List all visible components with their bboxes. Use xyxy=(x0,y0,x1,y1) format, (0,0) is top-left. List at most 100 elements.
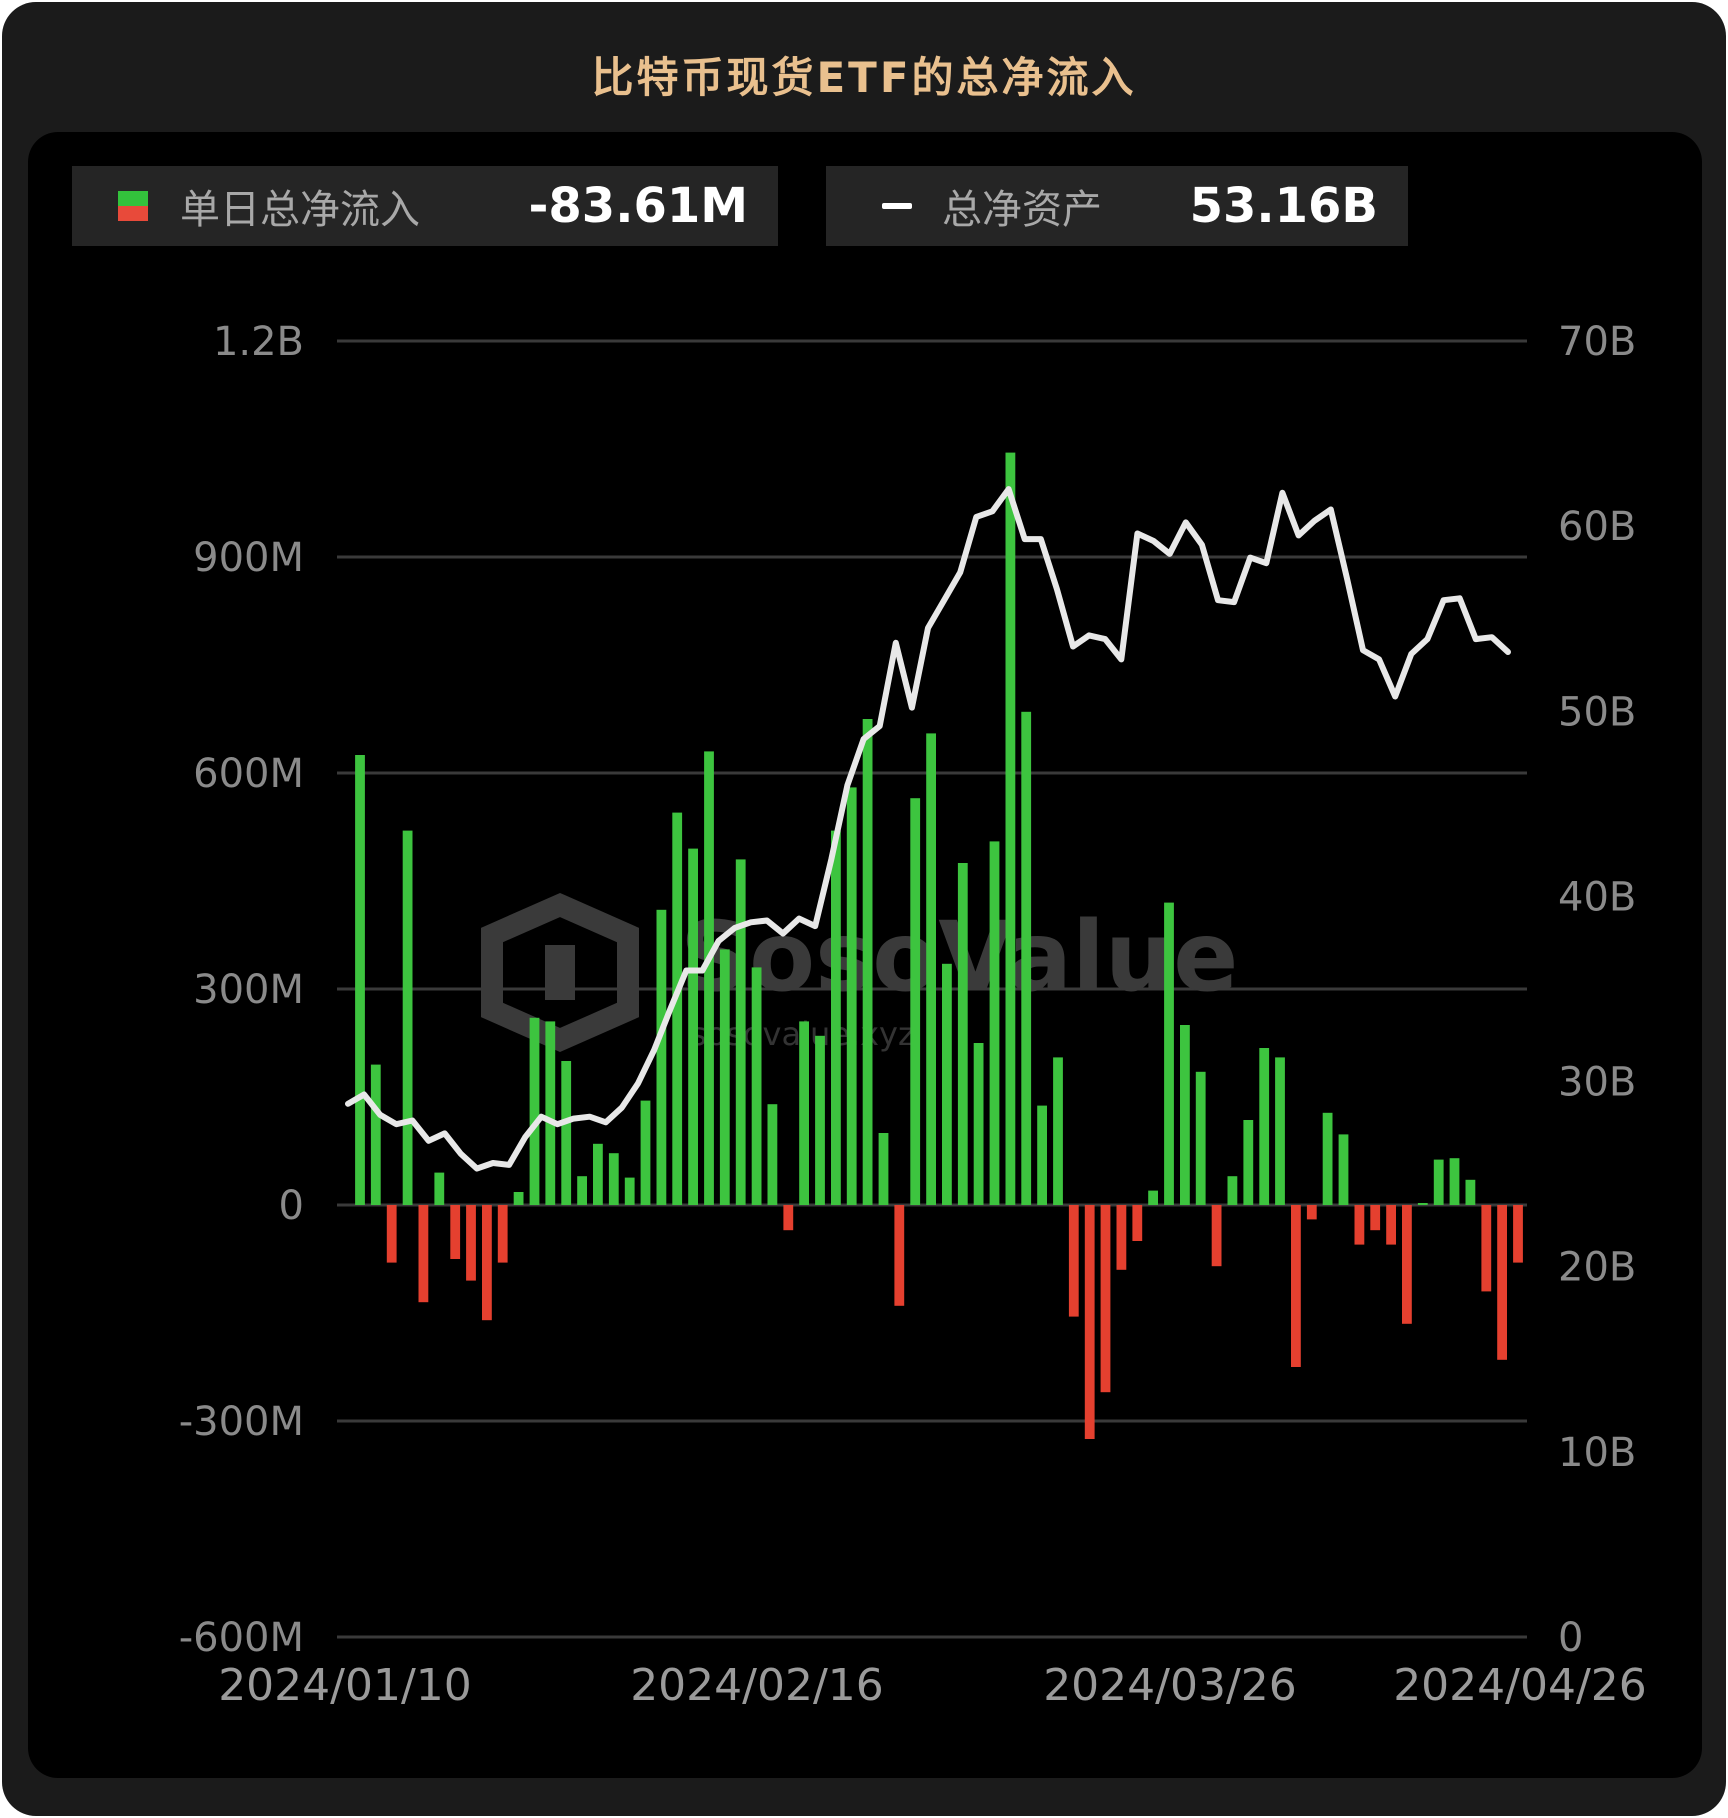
bar[interactable] xyxy=(1513,1205,1523,1263)
bar[interactable] xyxy=(799,1021,809,1205)
bar[interactable] xyxy=(957,863,968,1205)
bar[interactable] xyxy=(434,1172,445,1205)
bar[interactable] xyxy=(1433,1159,1444,1205)
bar[interactable] xyxy=(1084,1205,1095,1439)
bar[interactable] xyxy=(355,755,365,1205)
bar[interactable] xyxy=(815,1035,825,1205)
bar[interactable] xyxy=(1370,1205,1381,1231)
bar[interactable] xyxy=(989,841,1000,1205)
watermark-logo-icon xyxy=(481,892,639,1053)
bar[interactable] xyxy=(1243,1120,1254,1205)
bar[interactable] xyxy=(466,1205,476,1281)
bar[interactable] xyxy=(1306,1205,1317,1220)
bar[interactable] xyxy=(719,949,730,1205)
bar[interactable] xyxy=(1037,1105,1047,1205)
y-left-tick-label: 900M xyxy=(193,535,304,581)
bar[interactable] xyxy=(1211,1205,1222,1267)
bar[interactable] xyxy=(767,1104,778,1205)
legend-daily-value: -83.61M xyxy=(528,178,748,234)
bar[interactable] xyxy=(1338,1134,1349,1205)
bar[interactable] xyxy=(1275,1057,1285,1205)
x-axis: 2024/01/10 2024/02/16 2024/03/26 2024/04/26 xyxy=(218,1660,1647,1711)
y-left-tick-label: 1.2B xyxy=(213,319,304,365)
line-dash-icon xyxy=(882,203,912,209)
legend-daily-inflow[interactable]: 单日总净流入 -83.61M xyxy=(72,166,778,246)
bar[interactable] xyxy=(545,1021,556,1205)
bar[interactable] xyxy=(640,1100,651,1205)
bar[interactable] xyxy=(862,719,873,1205)
bar[interactable] xyxy=(624,1177,635,1205)
bar[interactable] xyxy=(672,812,683,1205)
bar[interactable] xyxy=(370,1064,381,1205)
bar[interactable] xyxy=(942,963,952,1205)
bar[interactable] xyxy=(1195,1071,1206,1205)
bar[interactable] xyxy=(973,1043,984,1205)
y-axis-right: 70B 60B 50B 40B 30B 20B 10B 0 xyxy=(1558,319,1636,1661)
bar[interactable] xyxy=(1386,1205,1396,1245)
bar[interactable] xyxy=(577,1176,587,1205)
bar[interactable] xyxy=(1148,1190,1158,1205)
bar[interactable] xyxy=(831,830,841,1205)
bar[interactable] xyxy=(926,733,936,1205)
bar[interactable] xyxy=(1005,452,1016,1206)
bar[interactable] xyxy=(1497,1205,1507,1360)
bar[interactable] xyxy=(1354,1205,1365,1245)
y-left-tick-label: -300M xyxy=(179,1399,304,1445)
bar[interactable] xyxy=(402,830,413,1205)
bar[interactable] xyxy=(1164,902,1174,1205)
bar[interactable] xyxy=(1291,1205,1301,1367)
bar[interactable] xyxy=(688,848,698,1205)
y-left-tick-label: -600M xyxy=(179,1615,304,1661)
bar[interactable] xyxy=(1259,1048,1270,1205)
bar-swatch-icon xyxy=(118,191,148,221)
y-right-tick-label: 20B xyxy=(1558,1245,1636,1291)
bar[interactable] xyxy=(735,859,746,1205)
bar[interactable] xyxy=(482,1205,492,1321)
bar[interactable] xyxy=(1322,1112,1333,1205)
bar[interactable] xyxy=(1465,1179,1476,1205)
legend-total-label: 总净资产 xyxy=(942,187,1102,233)
legend-total-assets[interactable]: 总净资产 53.16B xyxy=(826,166,1408,246)
bar[interactable] xyxy=(1481,1205,1492,1292)
chart-title: 比特币现货ETF的总净流入 xyxy=(591,53,1137,102)
bar[interactable] xyxy=(1449,1158,1460,1205)
x-tick-label: 2024/02/16 xyxy=(630,1660,884,1711)
bar[interactable] xyxy=(418,1205,429,1303)
bar[interactable] xyxy=(1227,1176,1238,1205)
y-right-tick-label: 10B xyxy=(1558,1430,1636,1476)
y-right-tick-label: 0 xyxy=(1558,1615,1583,1661)
bar[interactable] xyxy=(529,1017,540,1205)
bar[interactable] xyxy=(1068,1205,1079,1317)
bar[interactable] xyxy=(894,1205,905,1306)
bar[interactable] xyxy=(656,909,667,1205)
bar[interactable] xyxy=(513,1192,524,1205)
y-right-tick-label: 60B xyxy=(1558,504,1636,550)
y-right-tick-label: 30B xyxy=(1558,1060,1636,1106)
bar[interactable] xyxy=(1021,711,1032,1205)
bar[interactable] xyxy=(783,1205,794,1231)
bar[interactable] xyxy=(608,1153,619,1205)
y-left-tick-label: 0 xyxy=(279,1183,304,1229)
bar[interactable] xyxy=(1132,1205,1143,1241)
bars-series xyxy=(355,452,1523,1439)
y-right-tick-label: 50B xyxy=(1558,689,1636,735)
bar[interactable] xyxy=(1180,1025,1190,1205)
bar[interactable] xyxy=(386,1205,397,1263)
bar[interactable] xyxy=(1417,1203,1428,1205)
bar[interactable] xyxy=(1116,1205,1127,1270)
y-right-tick-label: 70B xyxy=(1558,319,1636,365)
bar[interactable] xyxy=(751,967,762,1205)
bar[interactable] xyxy=(1402,1205,1412,1324)
bar[interactable] xyxy=(704,751,714,1205)
bar[interactable] xyxy=(1100,1205,1111,1393)
bar[interactable] xyxy=(910,798,921,1205)
bar[interactable] xyxy=(878,1133,889,1205)
bar[interactable] xyxy=(1053,1057,1063,1205)
bar[interactable] xyxy=(450,1205,461,1259)
bar[interactable] xyxy=(561,1061,572,1205)
legend-total-value: 53.16B xyxy=(1189,178,1378,234)
bar[interactable] xyxy=(497,1205,508,1263)
y-left-tick-label: 600M xyxy=(193,751,304,797)
bar[interactable] xyxy=(846,787,857,1205)
bar[interactable] xyxy=(593,1143,603,1205)
